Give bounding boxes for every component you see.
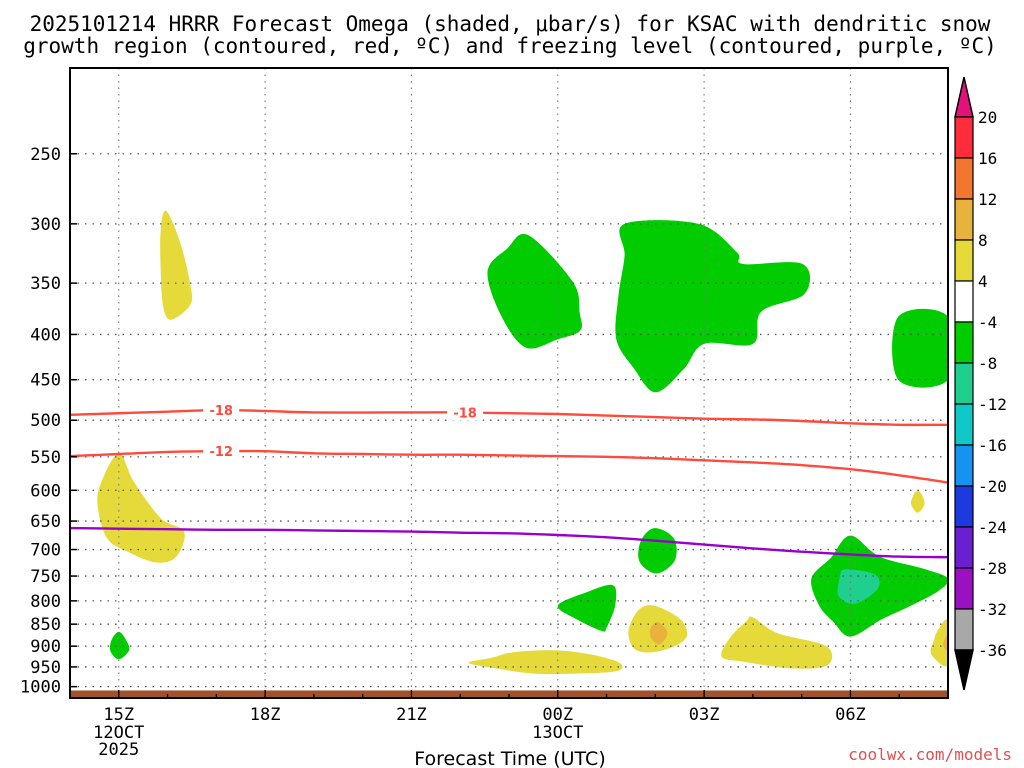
colorbar-label-5: -4 <box>978 313 997 332</box>
colorbar-label-6: -8 <box>978 354 997 373</box>
x-year-label-2025: 2025 <box>98 740 139 760</box>
isotherm-label--18-0: -18 <box>209 404 233 419</box>
colorbar-segment-4 <box>954 280 974 323</box>
plot-frame <box>69 67 949 699</box>
isotherm-line--18 <box>70 408 948 427</box>
colorbar-label-8: -16 <box>978 436 1007 455</box>
chart-title-line2: growth region (contoured, red, ºC) and f… <box>23 34 997 58</box>
y-tick-label-850: 850 <box>30 615 61 635</box>
gridlines <box>70 68 948 698</box>
y-tick-label-900: 900 <box>30 637 61 657</box>
colorbar-segment-10 <box>954 526 974 569</box>
colorbar-label-11: -28 <box>978 559 1007 578</box>
x-tick-label-06Z: 06Z <box>835 705 866 725</box>
x-tick-label-21Z: 21Z <box>396 705 427 725</box>
x-tick-label-15Z: 15Z <box>103 705 134 725</box>
colorbar-segment-2 <box>954 198 974 241</box>
colorbar-segment-1 <box>954 157 974 200</box>
omega-region-green-400-right <box>892 308 948 388</box>
omega-region-yellow-910-0430z <box>721 616 833 669</box>
colorbar-label-1: 16 <box>978 149 997 168</box>
y-tick-label-750: 750 <box>30 567 61 587</box>
y-tick-label-450: 450 <box>30 371 61 391</box>
y-tick-label-250: 250 <box>30 145 61 165</box>
colorbar-label-13: -36 <box>978 641 1007 660</box>
colorbar-label-3: 8 <box>978 231 988 250</box>
isotherm-label-bg <box>447 404 484 421</box>
colorbar-label-12: -32 <box>978 600 1007 619</box>
omega-region-green-350-00z <box>487 233 582 349</box>
omega-region-yellow-lower-15z <box>97 453 185 563</box>
colorbar-bottom-triangle <box>954 649 974 691</box>
x-axis-title: Forecast Time (UTC) <box>414 748 605 768</box>
omega-region-yellow-900-right <box>930 619 948 667</box>
omega-region-orange-900-right <box>943 635 948 652</box>
isotherm-contours: -18 -18 -12 <box>70 402 948 559</box>
y-tick-label-950: 950 <box>30 658 61 678</box>
y-tick-label-600: 600 <box>30 481 61 501</box>
colorbar-segment-6 <box>954 362 974 405</box>
colorbar-segment-7 <box>954 403 974 446</box>
omega-regions <box>97 210 948 675</box>
omega-region-green-820-0030z <box>557 584 617 632</box>
y-tick-label-350: 350 <box>30 274 61 294</box>
y-axis: 2503003504004505005506006507007508008509… <box>20 145 77 698</box>
omega-region-teal-775-06z <box>837 569 880 604</box>
omega-region-orange-870-0130z <box>649 622 668 645</box>
isotherm-label-bg <box>203 443 240 460</box>
chart-title-line1: 2025101214 HRRR Forecast Omega (shaded, … <box>30 12 991 36</box>
isotherm-line-0 <box>70 526 948 559</box>
colorbar-segment-0 <box>954 116 974 159</box>
y-tick-label-300: 300 <box>30 215 61 235</box>
isotherm-line--12 <box>70 449 948 484</box>
omega-region-yellow-620-right <box>910 490 925 513</box>
colorbar-segment-8 <box>954 444 974 487</box>
colorbar-label-0: 20 <box>978 108 997 127</box>
colorbar: 20 16 12 8 4 -4 -8 -12 -16 -20 -24 -28 -32 -36 <box>954 76 1007 691</box>
colorbar-label-4: 4 <box>978 272 988 291</box>
x-date-label-12OCT: 12OCT <box>93 723 144 743</box>
colorbar-segment-11 <box>954 567 974 610</box>
omega-region-yellow-upper-15z <box>160 210 193 320</box>
omega-region-yellow-950 <box>468 650 623 675</box>
omega-region-green-350-03z <box>615 220 811 393</box>
colorbar-label-9: -20 <box>978 477 1007 496</box>
colorbar-segment-5 <box>954 321 974 364</box>
y-tick-label-1000: 1000 <box>20 678 61 698</box>
isotherm-label--12-0: -12 <box>209 445 233 460</box>
isotherm-label-bg <box>203 402 240 419</box>
colorbar-segment-9 <box>954 485 974 528</box>
y-tick-label-500: 500 <box>30 411 61 431</box>
y-tick-label-550: 550 <box>30 448 61 468</box>
y-tick-label-800: 800 <box>30 592 61 612</box>
colorbar-top-triangle <box>954 76 974 118</box>
x-date-label-13OCT: 13OCT <box>532 723 583 743</box>
x-tick-label-00Z: 00Z <box>542 705 573 725</box>
omega-region-green-900-15z <box>109 631 130 660</box>
y-tick-label-400: 400 <box>30 325 61 345</box>
colorbar-segment-3 <box>954 239 974 282</box>
colorbar-label-2: 12 <box>978 190 997 209</box>
isotherm-label--18-1: -18 <box>453 407 477 422</box>
y-tick-label-700: 700 <box>30 541 61 561</box>
plot-area: -18 -18 -12 <box>70 68 948 698</box>
colorbar-segment-12 <box>954 608 974 651</box>
omega-region-green-700-0130z <box>638 528 677 574</box>
x-tick-label-03Z: 03Z <box>689 705 720 725</box>
y-tick-label-650: 650 <box>30 512 61 532</box>
x-tick-label-18Z: 18Z <box>250 705 281 725</box>
colorbar-label-10: -24 <box>978 518 1007 537</box>
colorbar-label-7: -12 <box>978 395 1007 414</box>
credit-link[interactable]: coolwx.com/models <box>848 745 1012 764</box>
omega-region-green-760-06z <box>811 535 948 637</box>
